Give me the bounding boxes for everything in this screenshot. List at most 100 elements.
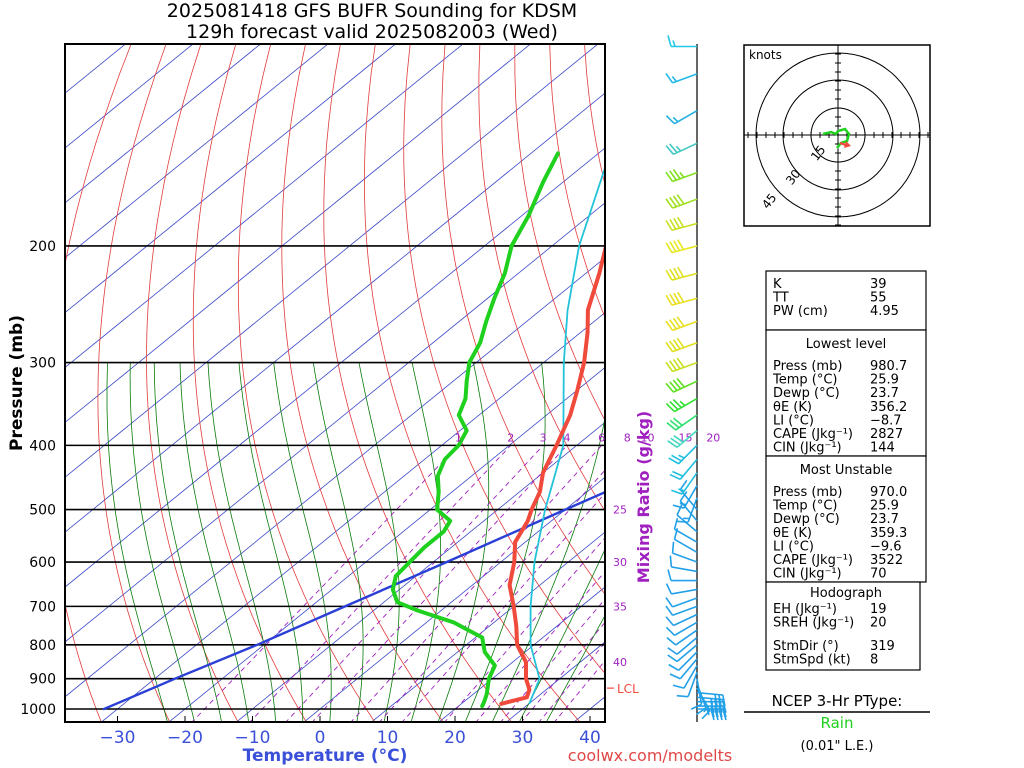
mixing-ratio-tick-label: 30 (613, 556, 627, 569)
dry-adiabat-line (146, 44, 239, 722)
wind-barb (665, 73, 698, 84)
stat-label: CIN (Jkg⁻¹) (773, 441, 842, 456)
mixing-ratio-tick-label: 25 (613, 504, 627, 517)
parcel-profile (102, 490, 605, 711)
stat-label: Dewp (°C) (773, 512, 840, 527)
stat-label: Dewp (°C) (773, 386, 840, 401)
x-tick-label: 20 (444, 728, 466, 748)
wind-profile (665, 35, 727, 722)
stat-label: K (773, 277, 782, 292)
stat-value: 23.7 (870, 386, 899, 401)
moist-adiabat-line (273, 362, 332, 722)
mixing-ratio-line (285, 445, 544, 722)
stats-section-title: Most Unstable (800, 463, 893, 478)
y-axis-label: Pressure (mb) (7, 315, 27, 451)
storm-motion-marker (844, 141, 851, 148)
wind-barb (666, 629, 698, 646)
stat-value: 25.9 (870, 373, 899, 388)
wind-barb (665, 605, 698, 617)
stat-value: 19 (870, 602, 887, 617)
mixing-ratio-tick-label: 40 (613, 656, 627, 669)
wind-barb (690, 678, 703, 710)
isotherm-line (65, 44, 397, 314)
chart-subtitle: 129h forecast valid 2025082003 (Wed) (186, 21, 558, 43)
plot-frame (64, 43, 606, 723)
dry-adiabat-line (97, 44, 171, 722)
mixing-ratio-tick-label: 8 (624, 431, 631, 444)
mixing-ratio-tick-label: 2 (507, 431, 514, 444)
stat-label: CAPE (Jkg⁻¹) (773, 553, 853, 568)
isotherm-line (65, 202, 605, 643)
wind-barb (667, 636, 698, 655)
hodograph-title: knots (749, 48, 782, 62)
wind-barb (665, 397, 698, 413)
x-axis-label: Temperature (°C) (243, 746, 408, 766)
stat-label: TT (772, 291, 789, 306)
dry-adiabat-line (281, 44, 444, 722)
wind-barb (669, 555, 698, 573)
dry-adiabat-line (237, 44, 376, 722)
isotherm-line (65, 92, 605, 533)
wind-barb (667, 644, 698, 663)
wind-barb (667, 429, 698, 448)
isotherm-line (100, 312, 605, 722)
isotherm-line (65, 44, 262, 204)
x-tick-label: −30 (100, 728, 136, 748)
stat-value: 23.7 (870, 512, 899, 527)
dry-adiabat-line (65, 44, 132, 722)
stat-value: 4.95 (870, 304, 899, 319)
stats-section (765, 270, 927, 331)
y-tick-label: 800 (29, 638, 56, 654)
wind-barb (676, 671, 698, 698)
wind-barb (669, 458, 698, 481)
dry-adiabat-line (991, 16, 1024, 723)
x-axis-ticks: −30 −20 −10 0 10 20 30 40 (100, 716, 601, 748)
wind-barb (665, 357, 698, 373)
moist-adiabat-line (153, 362, 222, 722)
stat-value: 39 (870, 277, 887, 292)
stats-section (765, 329, 927, 457)
wind-barb (676, 504, 698, 533)
stat-label: StmSpd (kt) (773, 653, 851, 668)
stats-section-title: Lowest level (806, 337, 887, 352)
moist-adiabat-line (410, 362, 442, 722)
y-tick-label: 1000 (20, 702, 56, 718)
ptype-box: NCEP 3-Hr PType: Rain (0.01" L.E.) (744, 692, 930, 754)
dry-adiabat-line (441, 44, 605, 595)
hodograph: knots 15 30 45 (743, 44, 931, 227)
y-tick-label: 500 (29, 503, 56, 519)
lcl-label: LCL (617, 682, 639, 696)
mixing-ratio-tick-label: 3 (540, 431, 547, 444)
moist-adiabat-line (491, 415, 605, 722)
moist-adiabat-line (312, 362, 364, 722)
stat-value: 970.0 (870, 485, 907, 500)
mixing-ratio-tick-label: 4 (563, 431, 570, 444)
stats-section (765, 581, 921, 671)
wind-barb (665, 613, 698, 627)
mixing-ratio-line (538, 642, 605, 722)
profiles (102, 151, 605, 711)
stats-table: K 39 TT 55 PW (cm) 4.95 Lowest level Press (mb)… (765, 270, 927, 671)
y-tick-label: 700 (29, 599, 56, 615)
stats-section-title: Hodograph (810, 586, 882, 601)
moist-adiabat-line (545, 614, 605, 722)
wind-barb (671, 541, 698, 563)
dry-adiabat-line (549, 44, 605, 319)
stat-value: 3522 (870, 553, 903, 568)
wind-barb (672, 665, 698, 689)
stat-label: θE (K) (773, 400, 812, 415)
wind-barb (667, 35, 697, 48)
mixing-ratio-tick-label: 15 (679, 431, 693, 444)
x-tick-label: 0 (315, 728, 326, 748)
mixing-ratio-line (191, 445, 459, 722)
stat-value: 980.7 (870, 359, 907, 374)
isotherm-line (65, 44, 329, 259)
dry-adiabat-line (478, 44, 605, 512)
stat-label: EH (Jkg⁻¹) (773, 602, 837, 617)
stat-label: CAPE (Jkg⁻¹) (773, 427, 853, 442)
stat-label: SREH (Jkg⁻¹) (773, 616, 854, 631)
mixing-ratio-tick-label: 10 (641, 431, 655, 444)
stat-value: 70 (870, 567, 887, 582)
